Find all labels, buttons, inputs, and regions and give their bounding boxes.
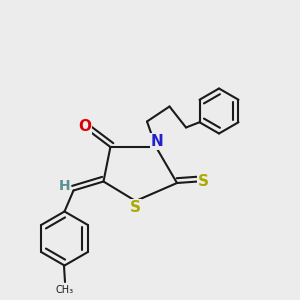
Text: S: S — [130, 200, 141, 215]
Text: H: H — [59, 179, 70, 193]
Text: S: S — [198, 174, 209, 189]
Text: N: N — [151, 134, 163, 149]
Text: O: O — [78, 119, 92, 134]
Text: CH₃: CH₃ — [56, 285, 74, 295]
